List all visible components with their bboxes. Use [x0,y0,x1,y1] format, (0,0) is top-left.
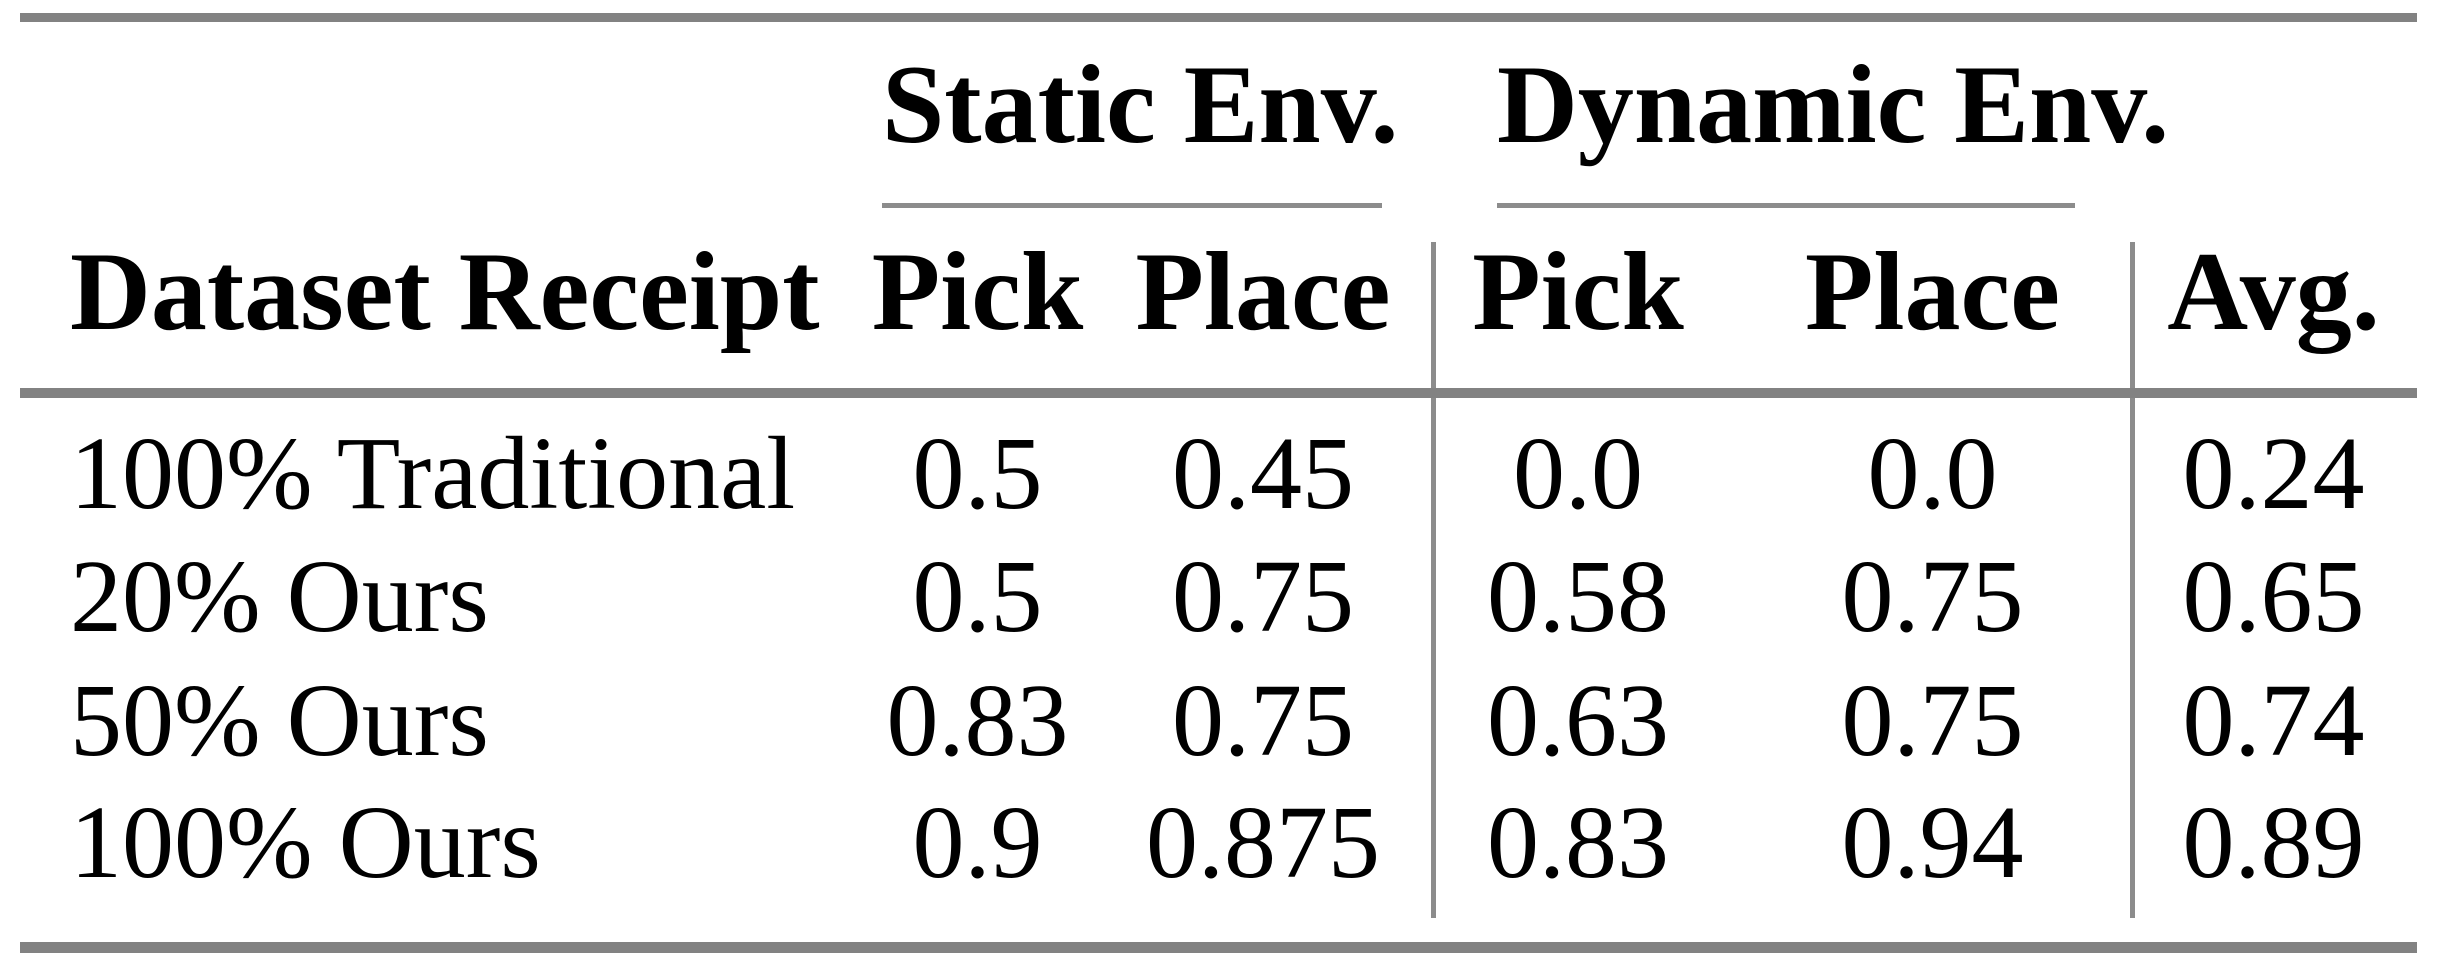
table-row: 100% Ours 0.9 0.875 0.83 0.94 0.89 [20,791,2417,895]
cell-avg: 0.74 [2182,663,2365,778]
cell-static-pick: 0.9 [912,785,1043,900]
row-label: 50% Ours [70,663,489,778]
cell-dynamic-pick: 0.63 [1487,663,1669,778]
cell-dynamic-place: 0.94 [1841,785,2024,900]
group-header-static-env: Static Env. [882,43,1399,167]
dynamic-env-underline-rule [1497,203,2075,208]
row-label: 100% Traditional [70,416,796,531]
column-header-dynamic-pick: Pick [1472,230,1684,354]
bottom-rule [20,942,2417,953]
row-label: 20% Ours [70,539,489,654]
cell-dynamic-pick: 0.83 [1487,785,1669,900]
cell-static-place: 0.875 [1146,785,1380,900]
cell-avg: 0.24 [2182,416,2365,531]
cell-dynamic-place: 0.75 [1841,539,2024,654]
column-header-row: Dataset Receipt Pick Place Pick Place Av… [20,236,2417,348]
column-header-static-pick: Pick [871,230,1084,354]
cell-static-place: 0.75 [1172,539,1354,654]
avg-separator-line [2130,242,2135,918]
cell-static-pick: 0.5 [912,539,1043,654]
static-env-underline-rule [882,203,1382,208]
cell-dynamic-pick: 0.0 [1513,416,1643,531]
table-row: 100% Traditional 0.5 0.45 0.0 0.0 0.24 [20,422,2417,526]
cell-avg: 0.65 [2182,539,2365,654]
mid-rule [20,388,2417,398]
static-dynamic-separator-line [1431,242,1436,918]
column-header-dataset-receipt: Dataset Receipt [70,230,820,354]
top-rule [20,13,2417,22]
row-label: 100% Ours [70,785,541,900]
table-row: 50% Ours 0.83 0.75 0.63 0.75 0.74 [20,669,2417,773]
cell-static-pick: 0.83 [886,663,1069,778]
cell-dynamic-place: 0.0 [1867,416,1998,531]
cell-static-pick: 0.5 [912,416,1043,531]
column-header-avg: Avg. [2167,230,2380,354]
cell-dynamic-place: 0.75 [1841,663,2024,778]
column-header-static-place: Place [1135,230,1391,354]
cell-static-place: 0.45 [1172,416,1354,531]
cell-static-place: 0.75 [1172,663,1354,778]
column-header-dynamic-place: Place [1805,230,2060,354]
group-header-dynamic-env: Dynamic Env. [1497,43,2170,167]
table-row: 20% Ours 0.5 0.75 0.58 0.75 0.65 [20,545,2417,649]
cell-dynamic-pick: 0.58 [1487,539,1669,654]
cell-avg: 0.89 [2182,785,2365,900]
